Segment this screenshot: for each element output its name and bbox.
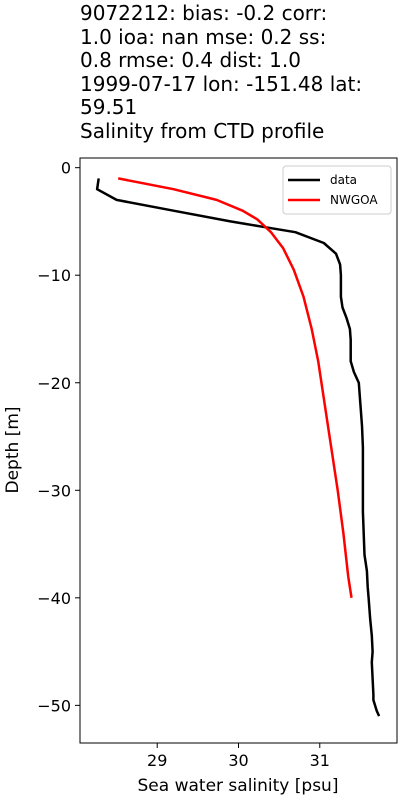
- y-axis-label: Depth [m]: [3, 406, 23, 493]
- y-tick-label: −30: [37, 481, 71, 500]
- y-tick-label: −40: [37, 589, 71, 608]
- x-axis-label: Sea water salinity [psu]: [138, 776, 339, 796]
- title-line: 1999-07-17 lon: -151.48 lat:: [80, 71, 363, 96]
- y-tick-label: 0: [61, 159, 71, 178]
- legend: data NWGOA: [282, 165, 392, 215]
- series-lines: [95, 177, 381, 717]
- title-line: 59.51: [80, 95, 138, 119]
- axes-frame: [79, 157, 398, 744]
- title-line: 9072212: bias: -0.2 corr:: [80, 1, 328, 25]
- series-line-data: [95, 178, 381, 717]
- legend-data-label: data: [330, 173, 357, 187]
- x-tick-label: 30: [228, 751, 248, 770]
- x-tick-label: 29: [147, 751, 167, 770]
- x-axis-ticks: 29 30 31: [147, 743, 330, 770]
- title-line: 1.0 ioa: nan mse: 0.2 ss:: [80, 24, 327, 49]
- title-line: 0.8 rmse: 0.4 dist: 1.0: [80, 48, 301, 72]
- series-line-nwgoa: [117, 177, 353, 598]
- x-tick-label: 31: [310, 751, 330, 770]
- chart-title: 9072212: bias: -0.2 corr: 1.0 ioa: nan m…: [80, 1, 398, 143]
- y-tick-label: −50: [37, 696, 71, 715]
- title-line: Salinity from CTD profile: [80, 118, 325, 143]
- y-tick-label: −10: [37, 266, 71, 285]
- y-axis-ticks: 0 −10 −20 −30 −40 −50: [37, 159, 80, 715]
- y-tick-label: −20: [37, 374, 71, 393]
- legend-box: [282, 165, 392, 215]
- legend-nwgoa-label: NWGOA: [330, 193, 378, 207]
